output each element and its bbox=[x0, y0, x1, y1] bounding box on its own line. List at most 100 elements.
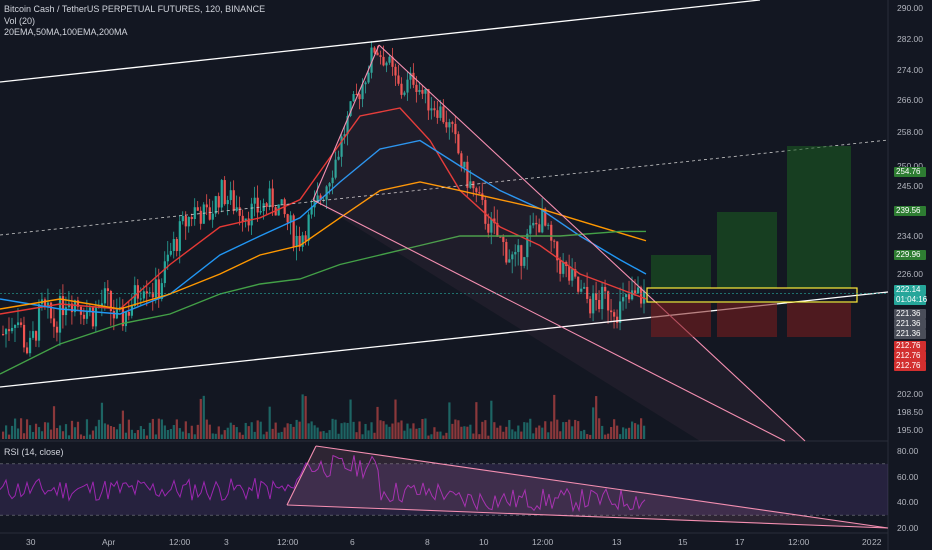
candle-body bbox=[454, 123, 457, 135]
volume-bar bbox=[55, 428, 59, 439]
candle-body bbox=[58, 296, 62, 333]
candle-body bbox=[214, 196, 217, 214]
candle-body bbox=[541, 208, 544, 233]
candle-body bbox=[16, 322, 20, 326]
volume-bar bbox=[397, 422, 400, 439]
candle-body bbox=[415, 84, 418, 92]
volume-bar bbox=[43, 422, 47, 439]
volume-bar bbox=[466, 426, 469, 439]
candle-body bbox=[310, 207, 313, 215]
candle-body bbox=[595, 293, 598, 301]
candle-body bbox=[358, 94, 361, 100]
candle-body bbox=[388, 56, 391, 63]
volume-bar bbox=[334, 419, 337, 439]
volume-bar bbox=[514, 431, 517, 439]
candle-body bbox=[124, 311, 128, 327]
candle-body bbox=[172, 239, 175, 251]
volume-bar bbox=[349, 399, 352, 439]
volume-bar bbox=[439, 431, 442, 439]
volume-bar bbox=[577, 421, 580, 439]
candle-body bbox=[7, 329, 11, 332]
volume-bar bbox=[163, 425, 166, 439]
ma200-line bbox=[0, 230, 646, 375]
price-tag: 221.36 bbox=[894, 319, 926, 329]
rsi-wedge-lower bbox=[286, 504, 889, 529]
volume-bar bbox=[160, 419, 163, 439]
candle-body bbox=[433, 108, 436, 111]
volume-bar bbox=[277, 432, 280, 439]
rsi-tick-label: 60.00 bbox=[897, 471, 919, 482]
volume-bar bbox=[550, 421, 553, 439]
candle-body bbox=[226, 200, 229, 205]
price-tick-label: 226.00 bbox=[897, 269, 923, 279]
candle-body bbox=[460, 153, 463, 168]
candle-body bbox=[331, 177, 334, 184]
price-tick-label: 245.00 bbox=[897, 181, 923, 191]
candle-body bbox=[28, 337, 32, 354]
volume-bar bbox=[103, 423, 107, 439]
volume-bar bbox=[412, 423, 415, 439]
candle-body bbox=[64, 307, 68, 316]
volume-bar bbox=[559, 431, 562, 439]
volume-bar bbox=[223, 430, 226, 439]
candle-body bbox=[229, 190, 232, 201]
candle-body bbox=[31, 331, 35, 338]
candle-body bbox=[94, 307, 98, 327]
candle-body bbox=[247, 218, 250, 226]
wedge-upper-line bbox=[378, 44, 806, 442]
volume-bar bbox=[133, 433, 136, 439]
time-tick-label: 15 bbox=[678, 537, 688, 547]
volume-bar bbox=[124, 432, 128, 439]
candle-body bbox=[439, 106, 442, 118]
candle-body bbox=[640, 287, 643, 304]
volume-bar bbox=[487, 435, 490, 439]
candle-body bbox=[619, 301, 622, 323]
volume-bar bbox=[427, 435, 430, 439]
volume-bar bbox=[16, 428, 20, 439]
candle-body bbox=[304, 235, 307, 241]
candle-body bbox=[361, 84, 364, 100]
candle-body bbox=[628, 294, 631, 300]
candle-body bbox=[334, 159, 337, 178]
candle-body bbox=[70, 303, 74, 313]
volume-bar bbox=[286, 423, 289, 439]
volume-bar bbox=[364, 423, 367, 439]
price-tick-label: 195.00 bbox=[897, 425, 923, 435]
volume-bar bbox=[265, 431, 268, 439]
volume-bar bbox=[178, 428, 181, 439]
candle-body bbox=[544, 208, 547, 226]
candle-body bbox=[163, 261, 166, 284]
candle-body bbox=[391, 56, 394, 67]
price-tag: 229.96 bbox=[894, 250, 926, 260]
wedge-lower-line bbox=[312, 199, 786, 442]
volume-bar bbox=[262, 434, 265, 439]
volume-bar bbox=[406, 423, 409, 439]
candle-body bbox=[538, 224, 541, 233]
volume-bar bbox=[598, 418, 601, 439]
candle-body bbox=[211, 213, 214, 220]
candle-body bbox=[436, 110, 439, 118]
symbol-title: Bitcoin Cash / TetherUS PERPETUAL FUTURE… bbox=[4, 4, 266, 14]
candle-body bbox=[175, 239, 178, 252]
candle-body bbox=[610, 310, 613, 313]
volume-bar bbox=[292, 426, 295, 439]
candle-body bbox=[535, 222, 538, 225]
price-tick-label: 202.00 bbox=[897, 389, 923, 399]
volume-bar bbox=[619, 434, 622, 439]
candle-body bbox=[325, 186, 328, 200]
candles bbox=[2, 41, 646, 357]
volume-bar bbox=[496, 427, 499, 439]
candle-body bbox=[481, 193, 484, 200]
moving-averages bbox=[0, 107, 647, 375]
candle-body bbox=[586, 286, 589, 299]
volume-bar bbox=[280, 431, 283, 439]
volume-bar bbox=[112, 426, 116, 439]
volume-bar bbox=[340, 423, 343, 439]
volume-bar bbox=[625, 428, 628, 439]
volume-bar bbox=[211, 433, 214, 439]
volume-bar bbox=[322, 431, 325, 439]
volume-bar bbox=[67, 435, 71, 439]
time-tick-label: 22 bbox=[872, 537, 882, 547]
target-zone bbox=[651, 255, 711, 288]
volume-bar bbox=[385, 424, 388, 439]
